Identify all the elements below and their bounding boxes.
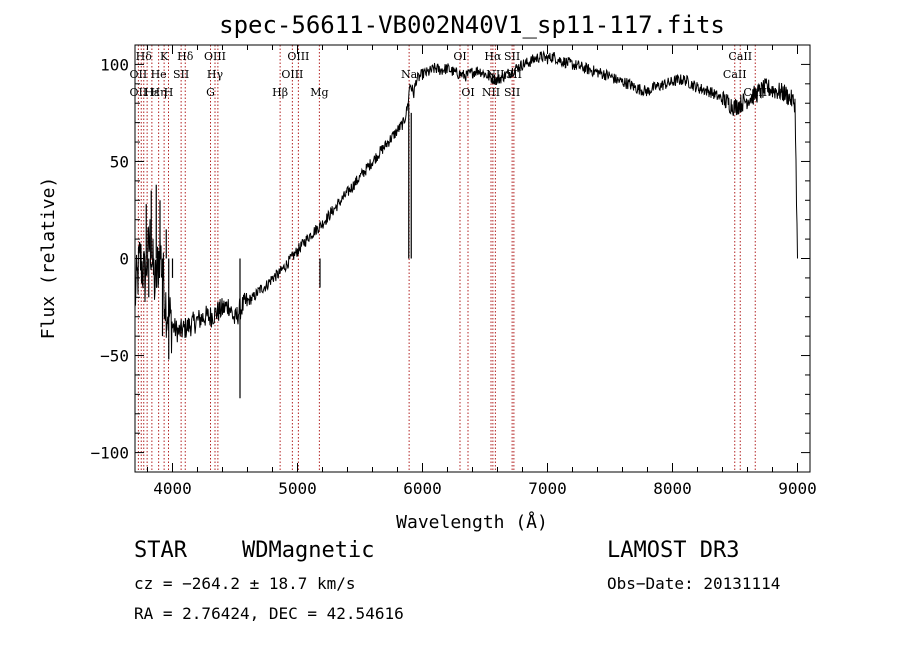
line-label: K bbox=[160, 50, 169, 63]
line-label: Hβ bbox=[272, 86, 288, 99]
line-label: SII bbox=[173, 68, 189, 81]
line-label: Hδ bbox=[177, 50, 194, 63]
x-tick-label: 8000 bbox=[653, 479, 692, 498]
survey-name: LAMOST DR3 bbox=[607, 538, 740, 563]
obs-date-text: Obs−Date: 20131114 bbox=[607, 574, 781, 593]
object-subclass: WDMagnetic bbox=[242, 538, 375, 563]
y-tick-label: 50 bbox=[110, 152, 129, 171]
series-lines bbox=[134, 50, 798, 399]
x-tick-label: 9000 bbox=[778, 479, 817, 498]
line-label: Hη bbox=[151, 86, 167, 99]
axes: 4000 5000 6000 7000 8000 9000 −100 −50 0 50 100 bbox=[90, 44, 817, 498]
line-label: OII bbox=[130, 86, 148, 99]
x-axis-label: Wavelength (Å) bbox=[396, 511, 548, 533]
y-tick-label: 0 bbox=[119, 250, 129, 269]
chart-title: spec-56611-VB002N40V1_sp11-117.fits bbox=[219, 11, 725, 39]
line-label: Hε bbox=[144, 86, 160, 99]
line-label: CaII bbox=[723, 68, 747, 81]
y-tick-label: −50 bbox=[100, 347, 129, 366]
line-label: CaII bbox=[728, 50, 752, 63]
y-tick-label: −100 bbox=[90, 444, 129, 463]
object-class: STAR bbox=[134, 538, 187, 563]
line-label: OIII bbox=[287, 50, 309, 63]
line-label: NII bbox=[482, 86, 500, 99]
line-label: OIII bbox=[281, 68, 303, 81]
line-label: OI bbox=[461, 86, 474, 99]
x-tick-label: 4000 bbox=[153, 479, 192, 498]
line-label: He bbox=[151, 68, 167, 81]
line-label: Hα bbox=[484, 50, 502, 63]
line-markers bbox=[137, 45, 756, 472]
x-tick-label: 7000 bbox=[528, 479, 567, 498]
line-label: H bbox=[164, 86, 174, 99]
line-label: OIII bbox=[204, 50, 226, 63]
line-label: SII bbox=[504, 50, 520, 63]
x-tick-label: 6000 bbox=[403, 479, 442, 498]
spectrum-line bbox=[134, 50, 798, 354]
line-label: G bbox=[206, 86, 215, 99]
line-label: SII bbox=[504, 86, 520, 99]
y-axis-label: Flux (relative) bbox=[38, 177, 59, 340]
coordinates-text: RA = 2.76424, DEC = 42.54616 bbox=[134, 604, 404, 623]
line-label: Na bbox=[401, 68, 418, 81]
line-label: Mg bbox=[310, 86, 328, 99]
redshift-text: cz = −264.2 ± 18.7 km/s bbox=[134, 574, 356, 593]
line-label: Hδ bbox=[136, 50, 153, 63]
x-tick-label: 5000 bbox=[278, 479, 317, 498]
plot-frame bbox=[134, 44, 811, 473]
line-label: Hγ bbox=[207, 68, 224, 81]
line-label: OI bbox=[453, 50, 466, 63]
y-tick-label: 100 bbox=[100, 55, 129, 74]
line-label: OII bbox=[130, 68, 148, 81]
